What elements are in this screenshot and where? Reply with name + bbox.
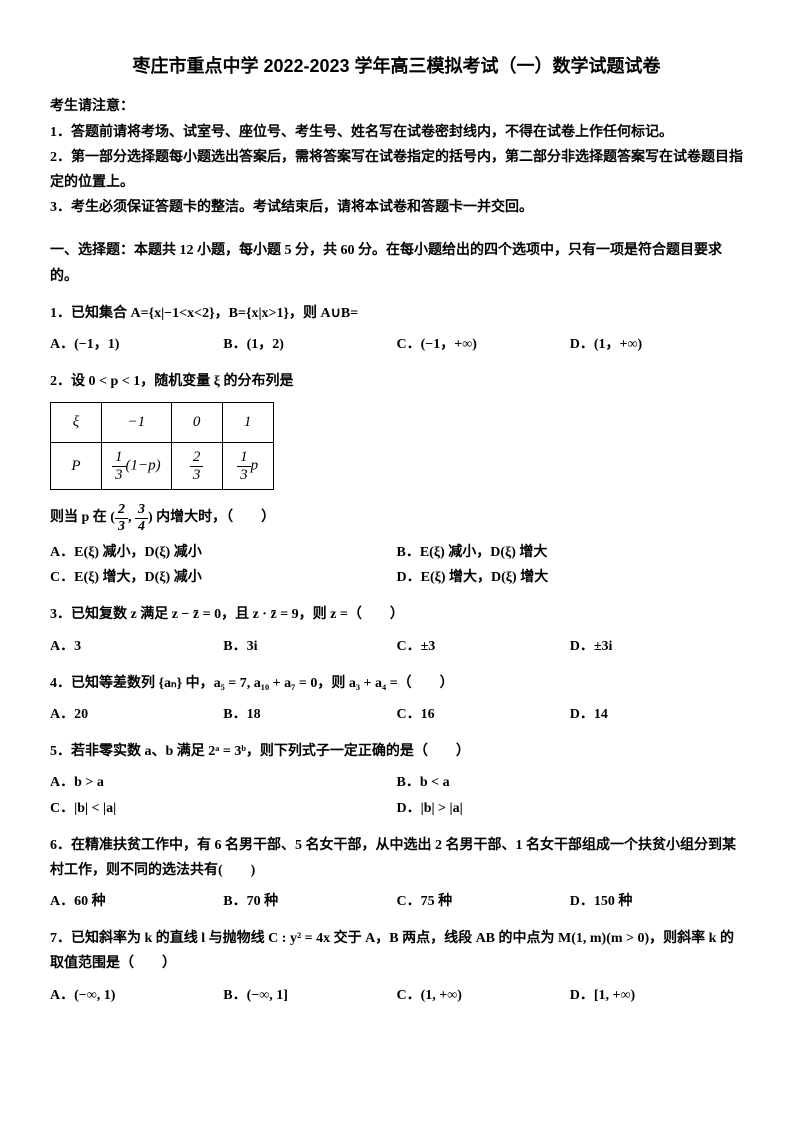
- question-4-options: A．20 B．18 C．16 D．14: [50, 702, 743, 727]
- q2-opt-c: C．E(ξ) 增大，D(ξ) 减小: [50, 565, 397, 590]
- q7-opt-c: C．(1, +∞): [397, 983, 570, 1008]
- notice-head: 考生请注意：: [50, 94, 743, 119]
- q3-opt-c: C．±3: [397, 634, 570, 659]
- q3-opt-d: D．±3i: [570, 634, 743, 659]
- question-2-options: A．E(ξ) 减小，D(ξ) 减小 B．E(ξ) 减小，D(ξ) 增大 C．E(…: [50, 540, 743, 590]
- q1-opt-c: C．(−1，+∞): [397, 332, 570, 357]
- question-1: 1．已知集合 A={x|−1<x<2}，B={x|x>1}，则 A∪B=: [50, 301, 743, 326]
- q6-opt-c: C．75 种: [397, 889, 570, 914]
- q1-opt-d: D．(1，+∞): [570, 332, 743, 357]
- question-5: 5．若非零实数 a、b 满足 2ᵃ = 3ᵇ，则下列式子一定正确的是（ ）: [50, 739, 743, 764]
- q6-opt-d: D．150 种: [570, 889, 743, 914]
- notice-1: 1．答题前请将考场、试室号、座位号、考生号、姓名写在试卷密封线内，不得在试卷上作…: [50, 120, 743, 145]
- table-cell-xi: ξ: [51, 403, 102, 443]
- q7-opt-a: A．(−∞, 1): [50, 983, 223, 1008]
- q2-opt-d: D．E(ξ) 增大，D(ξ) 增大: [397, 565, 744, 590]
- question-2-post: 则当 p 在 (23, 34) 内增大时，（ ）: [50, 502, 743, 534]
- page-title: 枣庄市重点中学 2022-2023 学年高三模拟考试（一）数学试题试卷: [50, 50, 743, 82]
- q4-opt-b: B．18: [223, 702, 396, 727]
- question-3: 3．已知复数 z 满足 z − z̄ = 0，且 z · z̄ = 9，则 z …: [50, 602, 743, 627]
- q2-opt-a: A．E(ξ) 减小，D(ξ) 减小: [50, 540, 397, 565]
- question-3-options: A．3 B．3i C．±3 D．±3i: [50, 634, 743, 659]
- question-7: 7．已知斜率为 k 的直线 l 与抛物线 C : y² = 4x 交于 A，B …: [50, 926, 743, 976]
- notice-3: 3．考生必须保证答题卡的整洁。考试结束后，请将本试卷和答题卡一并交回。: [50, 195, 743, 220]
- q1-opt-a: A．(−1，1): [50, 332, 223, 357]
- question-1-options: A．(−1，1) B．(1，2) C．(−1，+∞) D．(1，+∞): [50, 332, 743, 357]
- table-cell-v2: 0: [171, 403, 222, 443]
- table-cell-p1: 13(1−p): [102, 443, 172, 490]
- q5-opt-d: D．|b| > |a|: [397, 796, 744, 821]
- q7-opt-b: B．(−∞, 1]: [223, 983, 396, 1008]
- question-6-options: A．60 种 B．70 种 C．75 种 D．150 种: [50, 889, 743, 914]
- table-cell-P: P: [51, 443, 102, 490]
- question-2-pre: 2．设 0 < p < 1，随机变量 ξ 的分布列是: [50, 369, 743, 394]
- q6-opt-a: A．60 种: [50, 889, 223, 914]
- q2-opt-b: B．E(ξ) 减小，D(ξ) 增大: [397, 540, 744, 565]
- q4-opt-d: D．14: [570, 702, 743, 727]
- q2-post-b: ) 内增大时，（ ）: [148, 510, 275, 525]
- q7-opt-d: D．[1, +∞): [570, 983, 743, 1008]
- q6-opt-b: B．70 种: [223, 889, 396, 914]
- question-4: 4．已知等差数列 {aₙ} 中，a₅ = 7, a₁₀ + a₇ = 0，则 a…: [50, 671, 743, 696]
- table-cell-p3: 13p: [222, 443, 273, 490]
- q5-opt-c: C．|b| < |a|: [50, 796, 397, 821]
- section-1-heading: 一、选择题：本题共 12 小题，每小题 5 分，共 60 分。在每小题给出的四个…: [50, 238, 743, 288]
- table-cell-v1: −1: [102, 403, 172, 443]
- q3-opt-a: A．3: [50, 634, 223, 659]
- q1-opt-b: B．(1，2): [223, 332, 396, 357]
- q4-opt-c: C．16: [397, 702, 570, 727]
- q3-opt-b: B．3i: [223, 634, 396, 659]
- table-cell-v3: 1: [222, 403, 273, 443]
- q5-opt-a: A．b > a: [50, 770, 397, 795]
- notice-2: 2．第一部分选择题每小题选出答案后，需将答案写在试卷指定的括号内，第二部分非选择…: [50, 145, 743, 195]
- question-6: 6．在精准扶贫工作中，有 6 名男干部、5 名女干部，从中选出 2 名男干部、1…: [50, 833, 743, 883]
- question-5-options: A．b > a B．b < a C．|b| < |a| D．|b| > |a|: [50, 770, 743, 820]
- question-7-options: A．(−∞, 1) B．(−∞, 1] C．(1, +∞) D．[1, +∞): [50, 983, 743, 1008]
- table-cell-p2: 23: [171, 443, 222, 490]
- q2-post-a: 则当 p 在 (: [50, 510, 115, 525]
- distribution-table: ξ −1 0 1 P 13(1−p) 23 13p: [50, 402, 274, 490]
- q4-opt-a: A．20: [50, 702, 223, 727]
- q5-opt-b: B．b < a: [397, 770, 744, 795]
